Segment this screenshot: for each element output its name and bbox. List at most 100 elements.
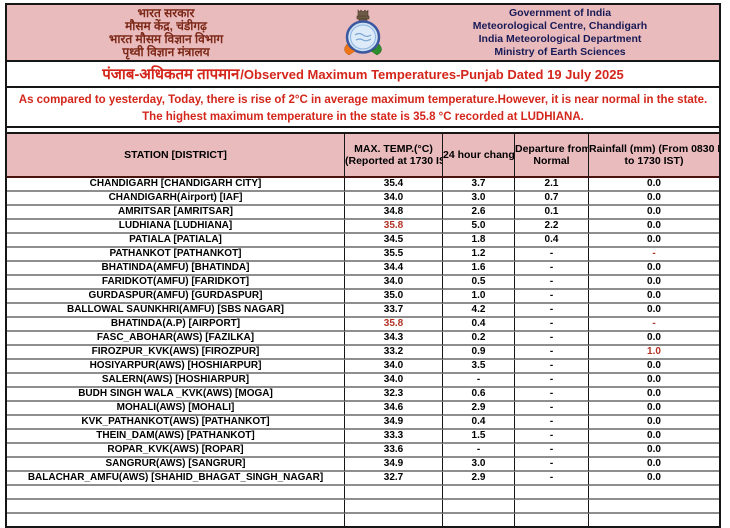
cell-rainfall: 0.0: [589, 374, 719, 388]
cell-station: BHATINDA(AMFU) [BHATINDA]: [7, 262, 345, 276]
cell-departure: -: [515, 332, 589, 346]
bulletin-page: भारत सरकार मौसम केंद्र, चंडीगढ़ भारत मौस…: [5, 3, 721, 528]
cell-max-temp: 35.5: [345, 248, 443, 262]
cell-change-24h: 2.6: [443, 206, 515, 220]
cell-rainfall: 0.0: [589, 388, 719, 402]
cell-station: [7, 486, 345, 500]
col-header-change-24h: 24 hour change: [443, 132, 515, 178]
org-hindi-line: मौसम केंद्र, चंडीगढ़: [125, 18, 207, 33]
table-row: FARIDKOT(AMFU) [FARIDKOT] 34.0 0.5-0.0: [7, 276, 719, 290]
spacer: [7, 128, 719, 132]
cell-rainfall: -: [589, 248, 719, 262]
cell-departure: -: [515, 458, 589, 472]
cell-change-24h: 1.2: [443, 248, 515, 262]
cell-change-24h: 0.4: [443, 416, 515, 430]
cell-rainfall: 0.0: [589, 360, 719, 374]
title-hindi: पंजाब-अधिकतम तापमान: [102, 66, 240, 83]
cell-max-temp: 32.3: [345, 388, 443, 402]
cell-max-temp: 34.4: [345, 262, 443, 276]
cell-rainfall: 0.0: [589, 430, 719, 444]
cell-station: [7, 500, 345, 514]
table-row: MOHALI(AWS) [MOHALI] 34.6 2.9-0.0: [7, 402, 719, 416]
table-row: SANGRUR(AWS) [SANGRUR] 34.9 3.0-0.0: [7, 458, 719, 472]
table-row: BALLOWAL SAUNKHRI(AMFU) [SBS NAGAR] 33.7 4…: [7, 304, 719, 318]
cell-station: THEIN_DAM(AWS) [PATHANKOT]: [7, 430, 345, 444]
col-header-station: STATION [DISTRICT]: [7, 132, 345, 178]
org-english-line: India Meteorological Department: [478, 32, 642, 45]
cell-departure: 0.1: [515, 206, 589, 220]
cell-rainfall: [589, 486, 719, 500]
cell-departure: -: [515, 304, 589, 318]
summary-notice: As compared to yesterday, Today, there i…: [7, 88, 719, 128]
table-row: BHATINDA(A.P) [AIRPORT] 35.8 0.4- -: [7, 318, 719, 332]
cell-station: PATIALA [PATIALA]: [7, 234, 345, 248]
cell-change-24h: 2.9: [443, 402, 515, 416]
cell-rainfall: -: [589, 318, 719, 332]
cell-change-24h: 1.5: [443, 430, 515, 444]
cell-station: LUDHIANA [LUDHIANA]: [7, 220, 345, 234]
org-english-line: Meteorological Centre, Chandigarh: [472, 19, 648, 32]
cell-change-24h: 1.8: [443, 234, 515, 248]
table-row: THEIN_DAM(AWS) [PATHANKOT] 33.3 1.5-0.0: [7, 430, 719, 444]
cell-rainfall: 0.0: [589, 304, 719, 318]
cell-max-temp: 34.3: [345, 332, 443, 346]
cell-max-temp: 34.5: [345, 234, 443, 248]
cell-departure: -: [515, 360, 589, 374]
cell-station: AMRITSAR [AMRITSAR]: [7, 206, 345, 220]
cell-station: BALLOWAL SAUNKHRI(AMFU) [SBS NAGAR]: [7, 304, 345, 318]
cell-station: GURDASPUR(AMFU) [GURDASPUR]: [7, 290, 345, 304]
cell-change-24h: 0.4: [443, 318, 515, 332]
cell-max-temp: 35.8: [345, 220, 443, 234]
cell-max-temp: 34.9: [345, 416, 443, 430]
table-row: HOSIYARPUR(AWS) [HOSHIARPUR] 34.0 3.5-0.0: [7, 360, 719, 374]
table-row: AMRITSAR [AMRITSAR] 34.8 2.6 0.1 0.0: [7, 206, 719, 220]
cell-rainfall: 0.0: [589, 234, 719, 248]
cell-station: FIROZPUR_KVK(AWS) [FIROZPUR]: [7, 346, 345, 360]
org-block-hindi: भारत सरकार मौसम केंद्र, चंडीगढ़ भारत मौस…: [7, 6, 325, 59]
cell-change-24h: 3.0: [443, 192, 515, 206]
cell-departure: -: [515, 262, 589, 276]
cell-max-temp: 33.2: [345, 346, 443, 360]
cell-rainfall: 0.0: [589, 206, 719, 220]
cell-departure: -: [515, 472, 589, 486]
cell-change-24h: 5.0: [443, 220, 515, 234]
cell-rainfall: 0.0: [589, 416, 719, 430]
cell-station: MOHALI(AWS) [MOHALI]: [7, 402, 345, 416]
cell-station: KVK_PATHANKOT(AWS) [PATHANKOT]: [7, 416, 345, 430]
cell-change-24h: 4.2: [443, 304, 515, 318]
cell-change-24h: 0.6: [443, 388, 515, 402]
cell-rainfall: 0.0: [589, 262, 719, 276]
cell-max-temp: 34.9: [345, 458, 443, 472]
title-english: /Observed Maximum Temperatures-Punjab Da…: [240, 66, 624, 82]
table-row: BHATINDA(AMFU) [BHATINDA] 34.4 1.6-0.0: [7, 262, 719, 276]
table-row: CHANDIGARH(Airport) [IAF] 34.0 3.0 0.7 0.0: [7, 192, 719, 206]
cell-rainfall: 0.0: [589, 290, 719, 304]
col-header-max-temp: MAX. TEMP.(°C)(Reported at 1730 IST): [345, 132, 443, 178]
col-header-rainfall: Rainfall (mm) (From 0830 ISTto 1730 IST): [589, 132, 719, 178]
cell-departure: [515, 500, 589, 514]
cell-rainfall: 0.0: [589, 444, 719, 458]
table-row: GURDASPUR(AMFU) [GURDASPUR] 35.0 1.0-0.0: [7, 290, 719, 304]
table-row: SALERN(AWS) [HOSHIARPUR] 34.0- -0.0: [7, 374, 719, 388]
cell-departure: -: [515, 290, 589, 304]
summary-notice-line2: The highest maximum temperature in the s…: [142, 111, 584, 123]
cell-departure: -: [515, 374, 589, 388]
cell-departure: -: [515, 416, 589, 430]
cell-station: CHANDIGARH(Airport) [IAF]: [7, 192, 345, 206]
cell-change-24h: [443, 486, 515, 500]
cell-change-24h: 0.2: [443, 332, 515, 346]
cell-station: [7, 514, 345, 526]
cell-max-temp: 35.0: [345, 290, 443, 304]
cell-departure: -: [515, 346, 589, 360]
table-row: PATHANKOT [PATHANKOT] 35.5 1.2- -: [7, 248, 719, 262]
cell-station: BUDH SINGH WALA _KVK(AWS) [MOGA]: [7, 388, 345, 402]
cell-station: FARIDKOT(AMFU) [FARIDKOT]: [7, 276, 345, 290]
cell-change-24h: 0.9: [443, 346, 515, 360]
cell-change-24h: 3.5: [443, 360, 515, 374]
cell-max-temp: 34.0: [345, 276, 443, 290]
org-english-line: Ministry of Earth Sciences: [494, 45, 626, 58]
cell-rainfall: 0.0: [589, 276, 719, 290]
cell-rainfall: 0.0: [589, 402, 719, 416]
cell-max-temp: 33.3: [345, 430, 443, 444]
cell-rainfall: 0.0: [589, 332, 719, 346]
